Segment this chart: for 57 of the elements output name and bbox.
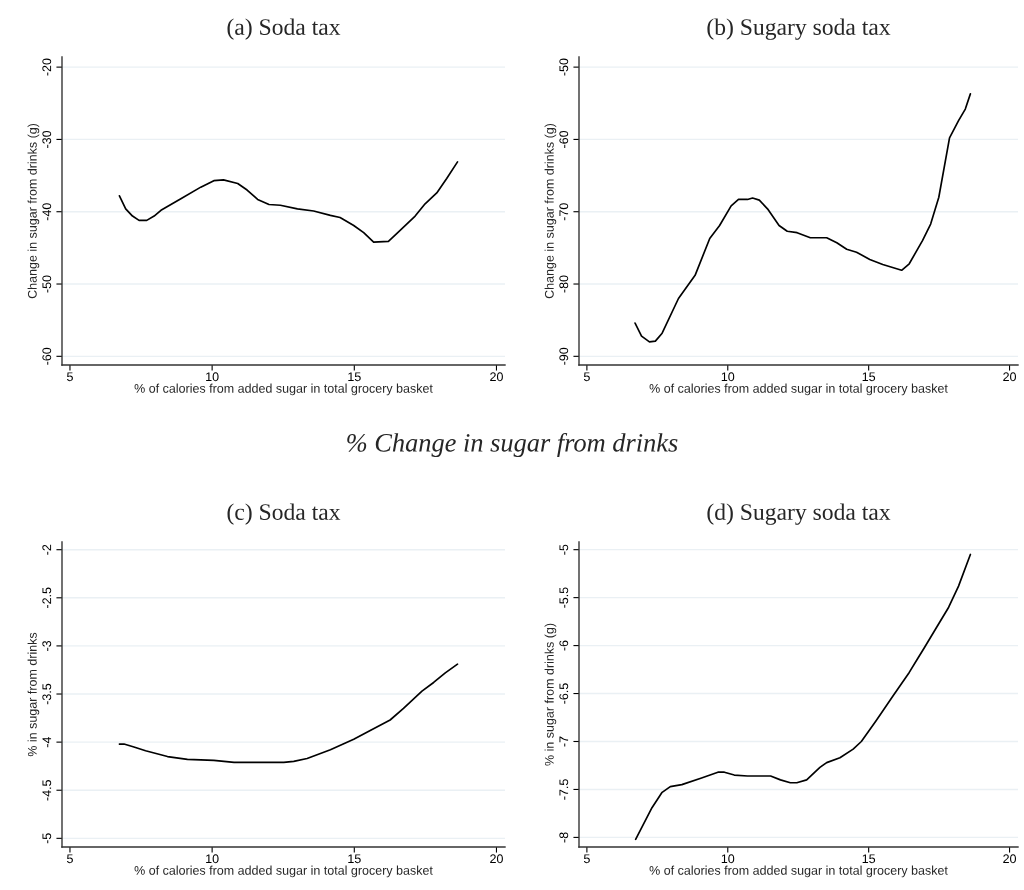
x-tick-label: 20 <box>1003 372 1017 382</box>
y-tick-label: -2.5 <box>42 587 52 609</box>
x-tick-label: 15 <box>348 854 361 864</box>
y-tick-label: -20 <box>42 58 52 76</box>
line-series <box>118 161 459 243</box>
y-tick-label: -30 <box>42 130 52 148</box>
x-axis-title: % of calories from added sugar in total grocery basket <box>134 383 433 396</box>
x-tick-label: 10 <box>721 854 735 864</box>
x-tick-label: 5 <box>66 372 73 382</box>
y-axis-title: % in sugar from drinks (g) <box>544 623 557 766</box>
x-axis-title: % of calories from added sugar in total grocery basket <box>649 383 948 396</box>
x-axis-title: % of calories from added sugar in total grocery basket <box>649 865 948 878</box>
chart-title: (c) Soda tax <box>227 503 341 525</box>
y-tick-label: -7 <box>559 736 569 747</box>
text: % Change in sugar from drinks <box>347 432 678 458</box>
x-tick-label: 15 <box>862 854 876 864</box>
y-tick-label: -50 <box>559 58 569 76</box>
y-tick-label: -70 <box>559 203 569 221</box>
y-axis-title: % in sugar from drinks <box>27 632 40 757</box>
x-tick-label: 10 <box>206 854 219 864</box>
line-series <box>634 93 972 343</box>
chart-title: (a) Soda tax <box>227 18 341 40</box>
y-tick-label: -6 <box>559 640 569 651</box>
y-tick-label: -5 <box>559 544 569 555</box>
y-tick-label: -50 <box>42 275 52 293</box>
y-tick-label: -8 <box>559 832 569 843</box>
x-axis-title: % of calories from added sugar in total grocery basket <box>134 865 433 878</box>
y-tick-label: -60 <box>559 130 569 148</box>
y-tick-label: -6.5 <box>559 683 569 704</box>
y-axis-title: Change in sugar from drinks (g) <box>544 123 557 299</box>
x-tick-label: 5 <box>583 854 590 864</box>
y-tick-label: -4.5 <box>42 779 52 801</box>
y-tick-label: -7.5 <box>559 779 569 800</box>
y-tick-label: -2 <box>42 544 52 555</box>
x-tick-label: 15 <box>862 372 876 382</box>
line-series <box>118 663 459 764</box>
y-tick-label: -3 <box>42 640 52 651</box>
y-tick-label: -40 <box>42 203 52 221</box>
chart-title: (d) Sugary soda tax <box>707 503 891 525</box>
y-tick-label: -5 <box>42 833 52 844</box>
y-tick-label: -3.5 <box>42 683 52 705</box>
y-tick-label: -60 <box>42 347 52 365</box>
x-tick-label: 20 <box>1003 854 1017 864</box>
x-tick-label: 5 <box>66 854 73 864</box>
chart-title: (b) Sugary soda tax <box>707 18 891 40</box>
x-tick-label: 10 <box>206 372 219 382</box>
x-tick-label: 15 <box>348 372 361 382</box>
x-tick-label: 20 <box>490 372 503 382</box>
x-tick-label: 20 <box>490 854 503 864</box>
y-tick-label: -90 <box>559 347 569 365</box>
x-tick-label: 10 <box>721 372 735 382</box>
line-series <box>634 553 972 841</box>
y-tick-label: -5.5 <box>559 587 569 608</box>
x-tick-label: 5 <box>583 372 590 382</box>
y-tick-label: -80 <box>559 275 569 293</box>
y-axis-title: Change in sugar from drinks (g) <box>27 123 40 299</box>
y-tick-label: -4 <box>42 736 52 748</box>
